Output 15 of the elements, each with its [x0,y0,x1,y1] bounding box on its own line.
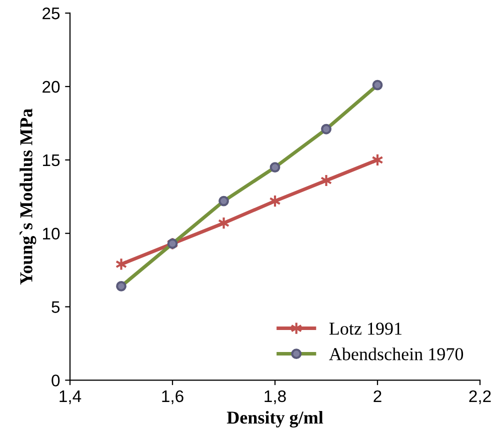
x-tick-label: 1,6 [162,390,184,404]
y-axis-title: Young`s Modulus MPa [20,108,36,285]
legend-label: Lotz 1991 [329,322,402,335]
x-tick-label: 1,8 [264,390,286,404]
legend-label: Abendschein 1970 [329,348,464,360]
y-tick-label: 0 [52,374,60,386]
y-tick-label: 25 [42,8,60,20]
x-tick-label: 2 [374,390,382,402]
x-tick-label: 2,2 [469,390,491,404]
y-tick-label: 15 [43,154,60,166]
y-tick-label: 20 [42,80,60,93]
x-axis-title: Density g/ml [226,411,324,428]
y-tick-label: 10 [43,228,60,240]
x-tick-label: 1,4 [60,390,82,404]
y-tick-label: 5 [52,301,60,313]
